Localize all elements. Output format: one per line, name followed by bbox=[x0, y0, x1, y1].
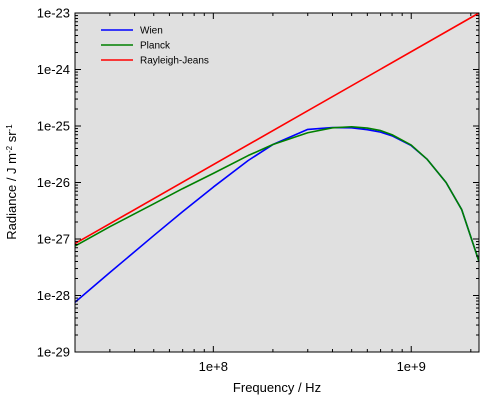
x-axis-title: Frequency / Hz bbox=[233, 380, 321, 395]
y-axis-title: Radiance / J m-2 sr-1 bbox=[4, 124, 19, 240]
y-axis-title-middle: sr bbox=[4, 131, 19, 146]
legend-label-wien: Wien bbox=[140, 26, 163, 37]
y-axis-title-sup1: -2 bbox=[5, 145, 14, 153]
y-tick-label: 1e-29 bbox=[37, 345, 70, 360]
plot-background bbox=[75, 13, 479, 352]
legend-label-planck: Planck bbox=[140, 41, 171, 52]
legend: Wien Planck Rayleigh-Jeans bbox=[101, 26, 209, 67]
x-tick-label: 1e+9 bbox=[397, 359, 426, 374]
series-line-rayleigh-jeans bbox=[74, 12, 480, 245]
series-line-planck bbox=[74, 125, 480, 262]
series-layer bbox=[74, 12, 480, 303]
ticks-layer: 1e-29 1e-28 1e-27 1e-26 1e-25 1e-24 1e-23 1e+8 1… bbox=[37, 6, 479, 374]
y-tick-label: 1e-24 bbox=[37, 62, 70, 77]
legend-label-rayleigh-jeans: Rayleigh-Jeans bbox=[140, 56, 209, 67]
y-tick-label: 1e-27 bbox=[37, 232, 70, 247]
y-tick-label: 1e-28 bbox=[37, 288, 70, 303]
y-axis-title-sup2: -1 bbox=[5, 124, 14, 132]
y-axis-title-prefix: Radiance / J m bbox=[4, 153, 19, 240]
x-tick-label: 1e+8 bbox=[199, 359, 228, 374]
y-tick-label: 1e-26 bbox=[37, 175, 70, 190]
y-tick-label: 1e-23 bbox=[37, 6, 70, 21]
y-tick-label: 1e-25 bbox=[37, 119, 70, 134]
